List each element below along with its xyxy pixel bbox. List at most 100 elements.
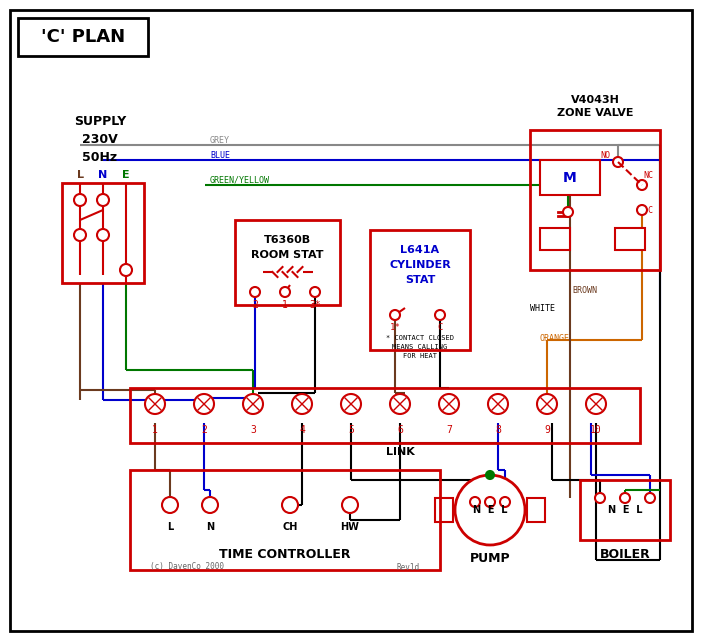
Text: STAT: STAT [405, 275, 435, 285]
Circle shape [280, 287, 290, 297]
Text: SUPPLY
230V
50Hz: SUPPLY 230V 50Hz [74, 115, 126, 164]
Text: L: L [77, 170, 84, 180]
Circle shape [97, 229, 109, 241]
Circle shape [250, 287, 260, 297]
Text: HW: HW [340, 522, 359, 532]
Circle shape [586, 394, 606, 414]
Text: N: N [206, 522, 214, 532]
Bar [435, 498, 453, 522]
Circle shape [292, 394, 312, 414]
Circle shape [435, 310, 445, 320]
Text: L: L [167, 522, 173, 532]
Circle shape [537, 394, 557, 414]
Circle shape [120, 264, 132, 276]
Circle shape [613, 157, 623, 167]
Text: WHITE: WHITE [530, 303, 555, 313]
Text: BLUE: BLUE [210, 151, 230, 160]
Circle shape [194, 394, 214, 414]
Bar [615, 228, 645, 250]
Text: V4043H: V4043H [571, 95, 619, 105]
Text: NC: NC [643, 171, 653, 179]
Text: 1*: 1* [390, 322, 400, 331]
Text: (c) DavenCo 2000: (c) DavenCo 2000 [150, 563, 224, 572]
Circle shape [202, 497, 218, 513]
Text: ROOM STAT: ROOM STAT [251, 250, 324, 260]
Bar [130, 388, 640, 443]
Bar [235, 220, 340, 305]
Text: 10: 10 [590, 425, 602, 435]
Text: ORANGE: ORANGE [540, 333, 570, 342]
Bar [370, 230, 470, 350]
Text: ZONE VALVE: ZONE VALVE [557, 108, 633, 118]
Circle shape [162, 497, 178, 513]
Circle shape [74, 229, 86, 241]
Bar [62, 183, 144, 283]
Circle shape [637, 180, 647, 190]
Circle shape [342, 497, 358, 513]
Circle shape [341, 394, 361, 414]
Bar [130, 470, 440, 570]
Circle shape [645, 493, 655, 503]
Text: N: N [98, 170, 107, 180]
Text: BROWN: BROWN [572, 285, 597, 294]
Bar [527, 498, 545, 522]
Circle shape [243, 394, 263, 414]
Circle shape [500, 497, 510, 507]
Circle shape [310, 287, 320, 297]
Circle shape [97, 194, 109, 206]
Text: 7: 7 [446, 425, 452, 435]
Text: 6: 6 [397, 425, 403, 435]
Circle shape [145, 394, 165, 414]
Text: 5: 5 [348, 425, 354, 435]
Text: CH: CH [282, 522, 298, 532]
Circle shape [74, 194, 86, 206]
Circle shape [282, 497, 298, 513]
Text: * CONTACT CLOSED: * CONTACT CLOSED [386, 335, 454, 341]
Text: T6360B: T6360B [264, 235, 311, 245]
Text: 2: 2 [252, 300, 258, 310]
Text: GREEN/YELLOW: GREEN/YELLOW [210, 176, 270, 185]
Bar [540, 160, 600, 195]
Bar [540, 228, 570, 250]
Bar [18, 18, 148, 56]
Circle shape [470, 497, 480, 507]
Circle shape [390, 394, 410, 414]
Text: L641A: L641A [400, 245, 439, 255]
Text: PUMP: PUMP [470, 551, 510, 565]
Text: LINK: LINK [385, 447, 414, 457]
Text: 4: 4 [299, 425, 305, 435]
Bar [580, 480, 670, 540]
Text: 2: 2 [201, 425, 207, 435]
Circle shape [563, 207, 573, 217]
Text: BOILER: BOILER [600, 549, 650, 562]
Text: 9: 9 [544, 425, 550, 435]
Text: NO: NO [600, 151, 610, 160]
Text: E: E [122, 170, 130, 180]
Text: N  E  L: N E L [472, 505, 508, 515]
Text: Rev1d: Rev1d [397, 563, 420, 572]
Circle shape [455, 475, 525, 545]
Circle shape [620, 493, 630, 503]
Text: TIME CONTROLLER: TIME CONTROLLER [219, 549, 351, 562]
Text: 1: 1 [152, 425, 158, 435]
Text: FOR HEAT: FOR HEAT [403, 353, 437, 359]
Circle shape [637, 205, 647, 215]
Text: 1: 1 [282, 300, 288, 310]
Text: M: M [563, 171, 577, 185]
Text: C: C [437, 322, 443, 331]
Circle shape [595, 493, 605, 503]
Text: GREY: GREY [210, 135, 230, 144]
Text: MEANS CALLING: MEANS CALLING [392, 344, 448, 350]
Text: 'C' PLAN: 'C' PLAN [41, 28, 125, 46]
Text: C: C [647, 206, 652, 215]
Text: 3*: 3* [309, 300, 321, 310]
Circle shape [486, 471, 494, 479]
Circle shape [488, 394, 508, 414]
Text: 3: 3 [250, 425, 256, 435]
Text: CYLINDER: CYLINDER [389, 260, 451, 270]
Text: 8: 8 [495, 425, 501, 435]
Circle shape [390, 310, 400, 320]
Circle shape [485, 497, 495, 507]
Bar [530, 130, 660, 270]
Circle shape [439, 394, 459, 414]
